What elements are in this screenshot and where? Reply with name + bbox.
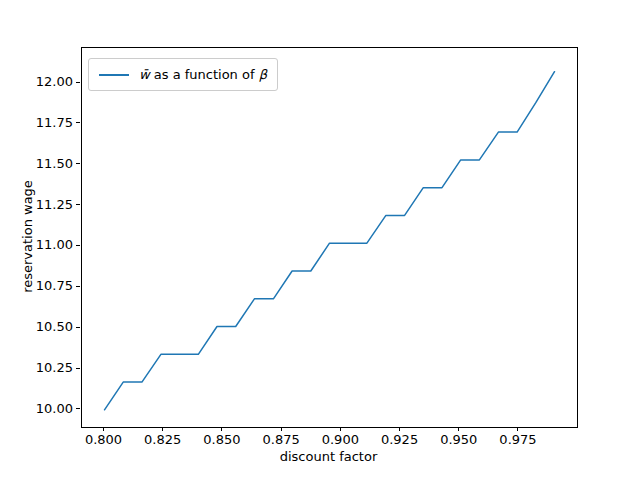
- y-tick-mark: [76, 122, 80, 123]
- x-tick-mark: [458, 427, 459, 431]
- x-tick-mark: [221, 427, 222, 431]
- legend-line-swatch-icon: [99, 74, 129, 76]
- x-tick-label: 0.975: [499, 432, 536, 447]
- x-tick-mark: [517, 427, 518, 431]
- y-tick-mark: [76, 327, 80, 328]
- x-tick-mark: [162, 427, 163, 431]
- y-tick-label: 10.75: [0, 278, 73, 293]
- plot-area: w̄ as a function of β: [81, 47, 578, 428]
- legend-label-text: as a function of: [150, 67, 259, 82]
- y-tick-mark: [76, 408, 80, 409]
- line-chart-svg: [82, 48, 577, 427]
- y-tick-mark: [76, 286, 80, 287]
- x-tick-mark: [340, 427, 341, 431]
- x-tick-label: 0.950: [440, 432, 477, 447]
- legend: w̄ as a function of β: [88, 58, 278, 91]
- y-tick-label: 11.00: [0, 237, 73, 252]
- y-tick-mark: [76, 368, 80, 369]
- x-tick-mark: [281, 427, 282, 431]
- x-axis-label: discount factor: [81, 449, 576, 464]
- x-tick-label: 0.875: [263, 432, 300, 447]
- y-tick-label: 11.25: [0, 197, 73, 212]
- y-tick-label: 12.00: [0, 74, 73, 89]
- reservation-wage-line: [105, 72, 555, 410]
- y-tick-label: 11.50: [0, 156, 73, 171]
- x-tick-mark: [399, 427, 400, 431]
- y-tick-label: 11.75: [0, 115, 73, 130]
- y-tick-mark: [76, 163, 80, 164]
- y-tick-mark: [76, 82, 80, 83]
- y-tick-mark: [76, 245, 80, 246]
- y-tick-mark: [76, 204, 80, 205]
- x-tick-label: 0.900: [322, 432, 359, 447]
- x-tick-label: 0.925: [381, 432, 418, 447]
- x-tick-label: 0.850: [203, 432, 240, 447]
- x-tick-mark: [103, 427, 104, 431]
- legend-label-beta: β: [259, 67, 267, 82]
- y-tick-label: 10.25: [0, 360, 73, 375]
- y-tick-label: 10.50: [0, 319, 73, 334]
- figure-canvas: w̄ as a function of β discount factor re…: [0, 0, 640, 480]
- x-tick-label: 0.800: [85, 432, 122, 447]
- x-tick-label: 0.825: [144, 432, 181, 447]
- y-tick-label: 10.00: [0, 401, 73, 416]
- legend-label-wbar: w̄: [139, 67, 150, 82]
- legend-label: w̄ as a function of β: [139, 66, 267, 83]
